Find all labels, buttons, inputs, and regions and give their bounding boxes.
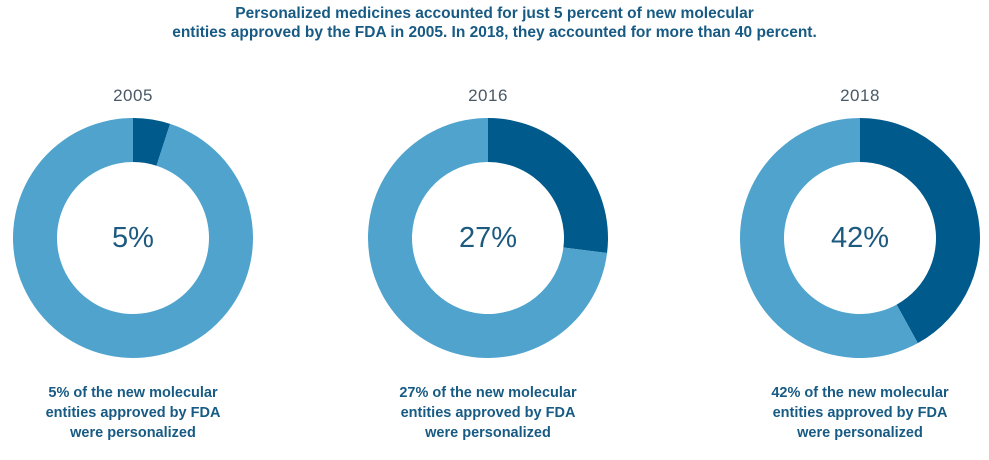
center-percent-label: 27% — [458, 221, 518, 254]
year-label: 2005 — [113, 86, 153, 105]
caption: 5% of the new molecular entities approve… — [3, 383, 263, 443]
donut-slice-other — [740, 118, 918, 358]
caption-line-3: were personalized — [797, 425, 923, 441]
caption-line-2: entities approved by FDA — [400, 405, 576, 421]
donut-slice-other — [368, 118, 608, 358]
donut-panel-2016: 2016 27% 27% of the new molecular entiti… — [358, 0, 618, 460]
chart-title-line-1: Personalized medicines accounted for jus… — [235, 5, 754, 22]
donut-slice-personalized — [133, 118, 171, 166]
donut-panel-2018: 2018 42% 42% of the new molecular entiti… — [730, 0, 989, 460]
chart-title: Personalized medicines accounted for jus… — [0, 4, 989, 42]
year-label: 2016 — [468, 86, 508, 105]
caption-line-3: were personalized — [70, 425, 196, 441]
donut-slice-personalized — [860, 118, 980, 344]
center-percent-label: 42% — [830, 221, 890, 254]
year-label: 2018 — [840, 86, 880, 105]
caption-line-1: 42% of the new molecular — [771, 385, 949, 401]
donut-chart-2018 — [740, 118, 980, 358]
caption: 42% of the new molecular entities approv… — [730, 383, 989, 443]
donut-chart-2016 — [368, 118, 608, 358]
donut-panel-2005: 2005 5% 5% of the new molecular entities… — [3, 0, 263, 460]
caption-line-1: 27% of the new molecular — [399, 385, 577, 401]
chart-title-line-2: entities approved by the FDA in 2005. In… — [172, 24, 817, 41]
donut-slice-personalized — [488, 118, 608, 254]
caption-line-2: entities approved by FDA — [45, 405, 221, 421]
caption-line-1: 5% of the new molecular — [48, 385, 218, 401]
caption-line-2: entities approved by FDA — [772, 405, 948, 421]
donut-slice-other — [13, 118, 253, 358]
caption: 27% of the new molecular entities approv… — [358, 383, 618, 443]
center-percent-label: 5% — [112, 221, 154, 254]
caption-line-3: were personalized — [425, 425, 551, 441]
donut-chart-2005 — [13, 118, 253, 358]
